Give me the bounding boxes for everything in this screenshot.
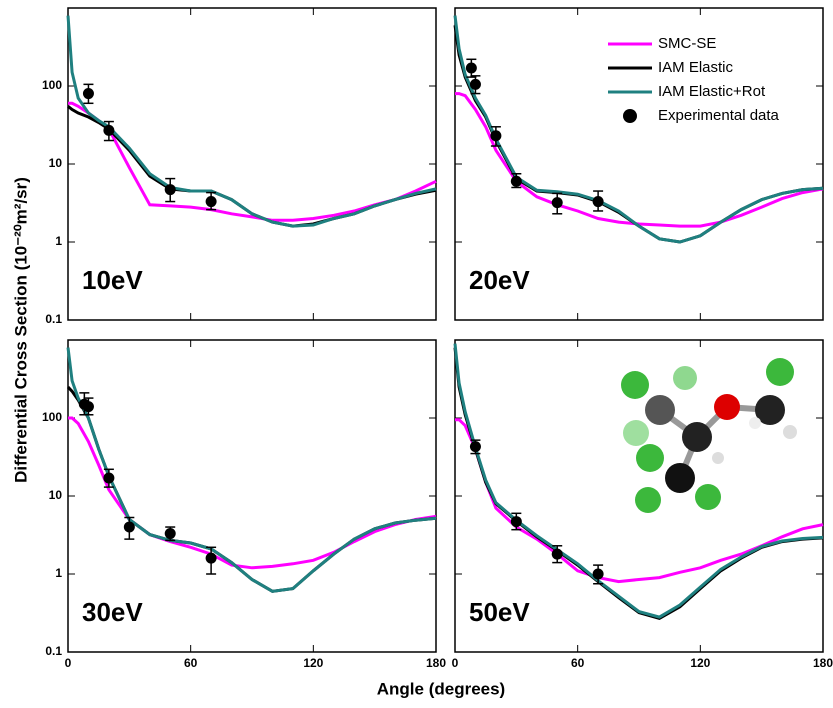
x-tick-label: 120 (303, 656, 323, 670)
legend-text: Experimental data (658, 107, 780, 124)
legend-text: IAM Elastic (658, 59, 734, 76)
x-tick-label: 60 (571, 656, 585, 670)
series-line (455, 16, 823, 242)
data-point (83, 401, 94, 412)
series-line (68, 106, 436, 226)
data-point (466, 63, 477, 74)
y-tick-label: 0.1 (45, 644, 62, 658)
data-point (593, 196, 604, 207)
x-tick-label: 60 (184, 656, 198, 670)
legend-text: SMC-SE (658, 35, 716, 52)
data-point (593, 569, 604, 580)
data-point (124, 522, 135, 533)
data-point (552, 197, 563, 208)
data-point (206, 553, 217, 564)
data-point (490, 130, 501, 141)
series-line (455, 25, 823, 242)
data-point (165, 528, 176, 539)
x-tick-label: 180 (813, 656, 833, 670)
y-axis-label: Differential Cross Section (10⁻²⁰m²/sr) (11, 177, 30, 483)
molecule-inset (621, 358, 797, 513)
y-tick-label: 10 (49, 488, 63, 502)
y-tick-label: 0.1 (45, 312, 62, 326)
y-tick-label: 100 (42, 410, 62, 424)
x-tick-label: 0 (65, 656, 72, 670)
series-line (68, 348, 436, 592)
data-point (165, 184, 176, 195)
data-point (103, 473, 114, 484)
data-point (511, 516, 522, 527)
panel-label: 20eV (469, 265, 530, 295)
x-tick-label: 120 (690, 656, 710, 670)
series-line (68, 387, 436, 591)
data-point (470, 441, 481, 452)
data-point (206, 196, 217, 207)
panel-label: 50eV (469, 597, 530, 627)
legend-marker (623, 109, 637, 123)
legend-text: IAM Elastic+Rot (658, 83, 766, 100)
series-line (68, 16, 436, 227)
data-point (470, 79, 481, 90)
data-point (552, 549, 563, 560)
y-tick-label: 1 (55, 566, 62, 580)
chart: Differential Cross Section (10⁻²⁰m²/sr) … (0, 0, 833, 708)
x-tick-label: 0 (452, 656, 459, 670)
panel-label: 30eV (82, 597, 143, 627)
y-tick-label: 10 (49, 156, 63, 170)
x-axis-label: Angle (degrees) (377, 679, 505, 698)
data-point (103, 125, 114, 136)
series-line (68, 418, 436, 568)
y-tick-label: 100 (42, 78, 62, 92)
data-point (511, 176, 522, 187)
panel-label: 10eV (82, 265, 143, 295)
data-point (83, 88, 94, 99)
x-tick-label: 180 (426, 656, 446, 670)
y-tick-label: 1 (55, 234, 62, 248)
